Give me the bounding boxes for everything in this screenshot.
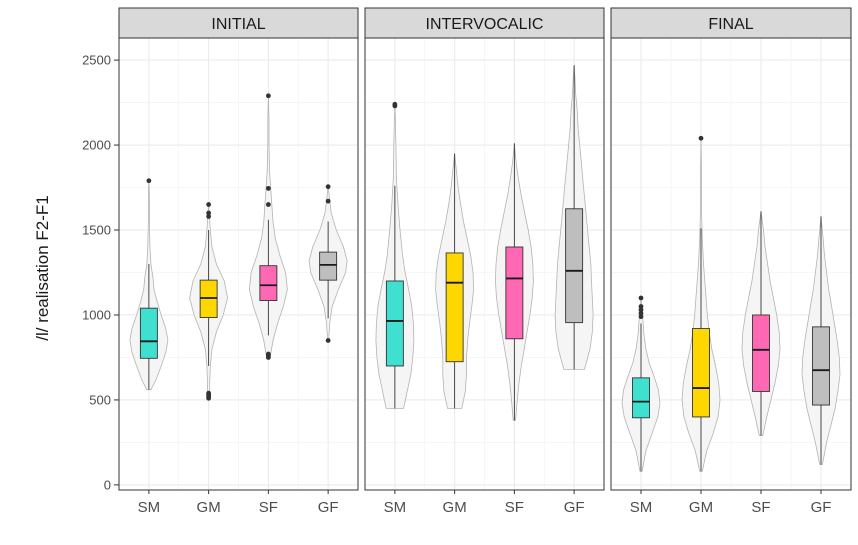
facet-strip-label: FINAL bbox=[708, 16, 753, 33]
outlier-point bbox=[638, 310, 644, 316]
outlier-point bbox=[265, 185, 271, 191]
outlier-point bbox=[265, 93, 271, 99]
outlier-point bbox=[638, 304, 644, 309]
outlier-point bbox=[206, 202, 212, 207]
outlier-point bbox=[146, 178, 152, 184]
group-gm bbox=[435, 153, 475, 409]
box-sm bbox=[385, 280, 404, 367]
y-axis-title: /l/ realisation F2-F1 bbox=[33, 195, 52, 341]
outlier-point bbox=[638, 314, 644, 320]
box-sm bbox=[139, 307, 158, 359]
y-axis: 0 500 1000 1500 2000 2500 bbox=[82, 53, 119, 492]
panel-border bbox=[610, 37, 852, 491]
panel-border bbox=[118, 37, 359, 491]
facet-strip bbox=[610, 7, 852, 39]
group-sf bbox=[494, 143, 534, 421]
outlier-point bbox=[206, 214, 212, 219]
x-tick-label: GF bbox=[318, 499, 339, 516]
x-tick-label: SM bbox=[138, 499, 161, 516]
x-tick-label: SF bbox=[751, 499, 770, 516]
box-gf bbox=[319, 251, 338, 281]
outlier-point bbox=[325, 338, 331, 343]
x-tick-label: GF bbox=[811, 499, 832, 516]
x-tick-label: SF bbox=[259, 499, 278, 516]
outlier-point bbox=[392, 101, 398, 107]
x-tick-label: GM bbox=[689, 499, 713, 516]
group-gm bbox=[189, 202, 229, 401]
y-tick-label: 500 bbox=[89, 392, 111, 407]
group-gf bbox=[308, 184, 348, 343]
box-sf bbox=[752, 314, 770, 392]
group-sf bbox=[248, 93, 288, 360]
box-sf bbox=[505, 246, 524, 340]
group-sm bbox=[129, 178, 169, 391]
facet-strip bbox=[364, 7, 605, 39]
outlier-point bbox=[206, 390, 212, 396]
y-tick-label: 1500 bbox=[82, 223, 111, 238]
outlier-point bbox=[638, 307, 644, 313]
panel-intervocalic: INTERVOCALIC SM GM SF GF bbox=[364, 7, 605, 516]
x-tick-label: GM bbox=[443, 499, 467, 516]
panel-border bbox=[364, 37, 605, 491]
y-tick-label: 1000 bbox=[82, 307, 111, 322]
box-gm bbox=[445, 252, 464, 363]
x-tick-label: SM bbox=[630, 499, 653, 516]
group-gm bbox=[681, 135, 721, 472]
x-tick-label: SF bbox=[505, 499, 524, 516]
box-sf bbox=[259, 265, 278, 301]
outlier-point bbox=[638, 295, 644, 301]
y-tick-label: 2000 bbox=[82, 138, 111, 153]
outlier-point bbox=[206, 210, 212, 216]
x-tick-label: GM bbox=[197, 499, 221, 516]
outlier-point bbox=[265, 202, 271, 207]
outlier-point bbox=[325, 198, 331, 204]
group-gf bbox=[554, 65, 594, 370]
box-gf bbox=[565, 208, 584, 324]
x-tick-label: GF bbox=[564, 499, 585, 516]
group-sf bbox=[741, 211, 781, 436]
outlier-point bbox=[698, 135, 704, 141]
outlier-point bbox=[325, 184, 331, 190]
group-sm bbox=[621, 295, 661, 472]
box-gf bbox=[812, 326, 830, 406]
facet-strip-label: INITIAL bbox=[211, 16, 265, 33]
facet-strip-label: INTERVOCALIC bbox=[426, 16, 544, 33]
y-tick-label: 2500 bbox=[82, 53, 111, 68]
box-gm bbox=[692, 328, 710, 418]
group-gf bbox=[801, 216, 841, 465]
x-tick-label: SM bbox=[384, 499, 407, 516]
panel-initial: INITIAL SM GM SF GF bbox=[118, 7, 359, 516]
outlier-point bbox=[265, 351, 271, 357]
box-sm bbox=[632, 377, 650, 419]
group-sm bbox=[375, 101, 415, 409]
panel-final: FINAL SM GM SF GF bbox=[610, 7, 852, 516]
y-tick-label: 0 bbox=[104, 477, 111, 492]
